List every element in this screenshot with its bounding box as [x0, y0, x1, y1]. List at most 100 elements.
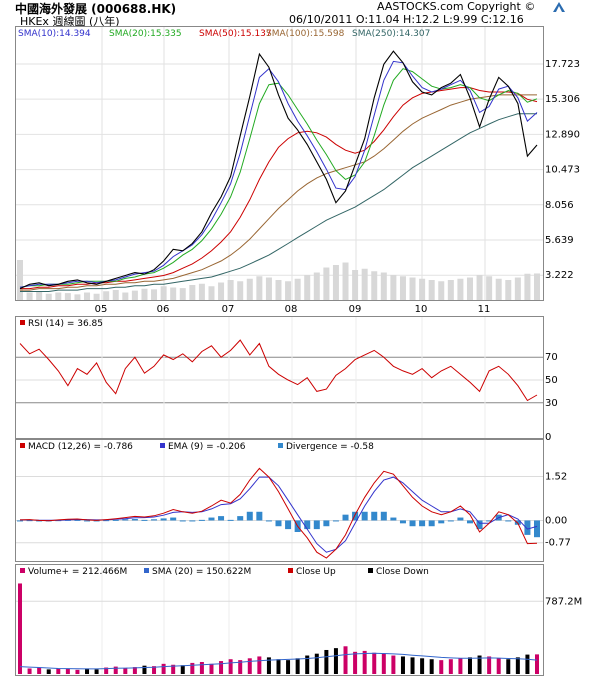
volume-bar-up	[228, 659, 233, 674]
volume-shadow-bar	[495, 278, 502, 300]
volume-shadow-bar	[438, 281, 445, 300]
legend-ema: EMA (9) = -0.206	[168, 442, 246, 452]
volume-bar-down	[429, 659, 434, 674]
volume-shadow-bar	[179, 288, 186, 300]
year-tick-label: 08	[285, 304, 298, 315]
rsi-panel: RSI (14) = 36.85	[15, 316, 544, 439]
volume-shadow-bar	[17, 260, 23, 300]
volume-bar-up	[113, 666, 118, 674]
volume-bar-down	[305, 655, 310, 674]
volume-bar-up	[27, 668, 32, 674]
volume-bar-down	[295, 658, 300, 674]
volume-bar-down	[333, 648, 338, 674]
volume-bar-up	[391, 655, 396, 674]
volume-bar-up	[247, 658, 252, 674]
volume-shadow-bar	[160, 286, 167, 300]
macd-panel: MACD (12,26) = -0.786 EMA (9) = -0.206 Div…	[15, 439, 544, 562]
divergence-bar	[438, 520, 445, 524]
volume-shadow-bar	[390, 275, 397, 300]
volume-shadow-bar	[380, 272, 387, 300]
divergence-bar	[122, 519, 129, 521]
volume-bar-up	[372, 652, 377, 674]
divergence-bar	[342, 514, 349, 521]
rsi-chart: RSI (14) = 36.85	[16, 317, 543, 438]
volume-shadow-bar	[265, 277, 272, 300]
divergence-bar	[428, 520, 435, 527]
legend-divergence: Divergence = -0.58	[286, 442, 374, 452]
divergence-bar	[151, 519, 158, 521]
divergence-bar	[476, 520, 483, 530]
price-tick-label: 12.890	[545, 129, 580, 140]
price-tick-label: 17.723	[545, 59, 580, 70]
volume-sma-line	[19, 652, 538, 670]
stock-title: 中國海外發展 (000688.HK)	[15, 2, 177, 16]
rsi-line	[19, 339, 538, 402]
volume-bar-down	[324, 649, 329, 674]
volume-shadow-bar	[476, 275, 483, 300]
brand-copyright[interactable]: AASTOCKS.com Copyright ©	[377, 0, 536, 13]
volume-bar-down	[314, 653, 319, 674]
divergence-bar	[361, 511, 368, 521]
volume-shadow-bar	[198, 283, 205, 300]
sma100-line	[20, 94, 537, 291]
aastocks-logo-icon	[553, 2, 565, 12]
volume-shadow-bar	[93, 293, 100, 300]
macd-tick-label: -0.77	[545, 538, 571, 549]
macd-tick-label: 1.52	[545, 472, 567, 483]
legend-swatch-close_up	[288, 568, 293, 573]
volume-shadow-bar	[170, 287, 177, 300]
volume-shadow-bar	[419, 278, 426, 300]
divergence-bar	[103, 520, 110, 522]
volume-bar-up	[257, 656, 262, 674]
legend-macd: MACD (12,26) = -0.786	[28, 442, 133, 452]
divergence-bar	[265, 520, 272, 522]
legend-swatch-ema	[160, 443, 165, 448]
volume-bar-down	[286, 660, 291, 674]
sma50-line	[20, 87, 538, 290]
volume-shadow-bar	[36, 291, 43, 300]
volume-shadow-bar	[103, 291, 110, 300]
divergence-bar	[198, 519, 205, 521]
divergence-bar	[313, 520, 320, 530]
divergence-bar	[218, 516, 225, 521]
divergence-bar	[36, 520, 43, 522]
divergence-bar	[534, 520, 540, 538]
volume-shadow-bar	[151, 289, 158, 300]
price-tick-label: 3.222	[545, 270, 574, 281]
volume-panel: Volume+ = 212.466M SMA (20) = 150.622M Clo…	[15, 564, 544, 676]
divergence-bar	[189, 520, 196, 522]
volume-shadow-bar	[399, 276, 406, 300]
volume-shadow-bar	[218, 282, 225, 300]
rsi-legend: RSI (14) = 36.85	[28, 319, 103, 329]
divergence-bar	[112, 519, 119, 521]
legend-sma100: SMA(100):15.598	[266, 29, 345, 39]
volume-bar-up	[65, 668, 70, 674]
divergence-bar	[227, 519, 234, 521]
volume-shadow-bar	[505, 280, 512, 300]
divergence-bar	[524, 520, 531, 535]
price-tick-label: 10.473	[545, 165, 580, 176]
legend-sma10: SMA(10):14.394	[18, 29, 91, 39]
volume-shadow-bar	[55, 292, 62, 300]
volume-bar-up	[448, 659, 453, 674]
divergence-bar	[447, 520, 454, 522]
volume-bar-up	[381, 653, 386, 674]
price-tick-label: 15.306	[545, 94, 580, 105]
volume-shadow-bar	[189, 285, 196, 300]
volume-bar-up	[343, 646, 348, 674]
divergence-bar	[170, 517, 177, 521]
volume-shadow-bar	[122, 292, 129, 300]
volume-shadow-bar	[64, 293, 71, 300]
volume-shadow-bar	[313, 272, 320, 300]
legend-sma20: SMA(20):15.335	[109, 29, 182, 39]
divergence-bar	[466, 520, 473, 524]
volume-bar-down	[420, 658, 425, 674]
divergence-bar	[84, 520, 91, 522]
volume-bar-up	[439, 660, 444, 674]
volume-bar-down	[467, 657, 472, 674]
volume-bar-up	[161, 663, 166, 674]
legend-swatch-volume_sma	[144, 568, 149, 573]
volume-shadow-bar	[332, 265, 339, 300]
rsi-tick-label: 50	[545, 375, 558, 386]
